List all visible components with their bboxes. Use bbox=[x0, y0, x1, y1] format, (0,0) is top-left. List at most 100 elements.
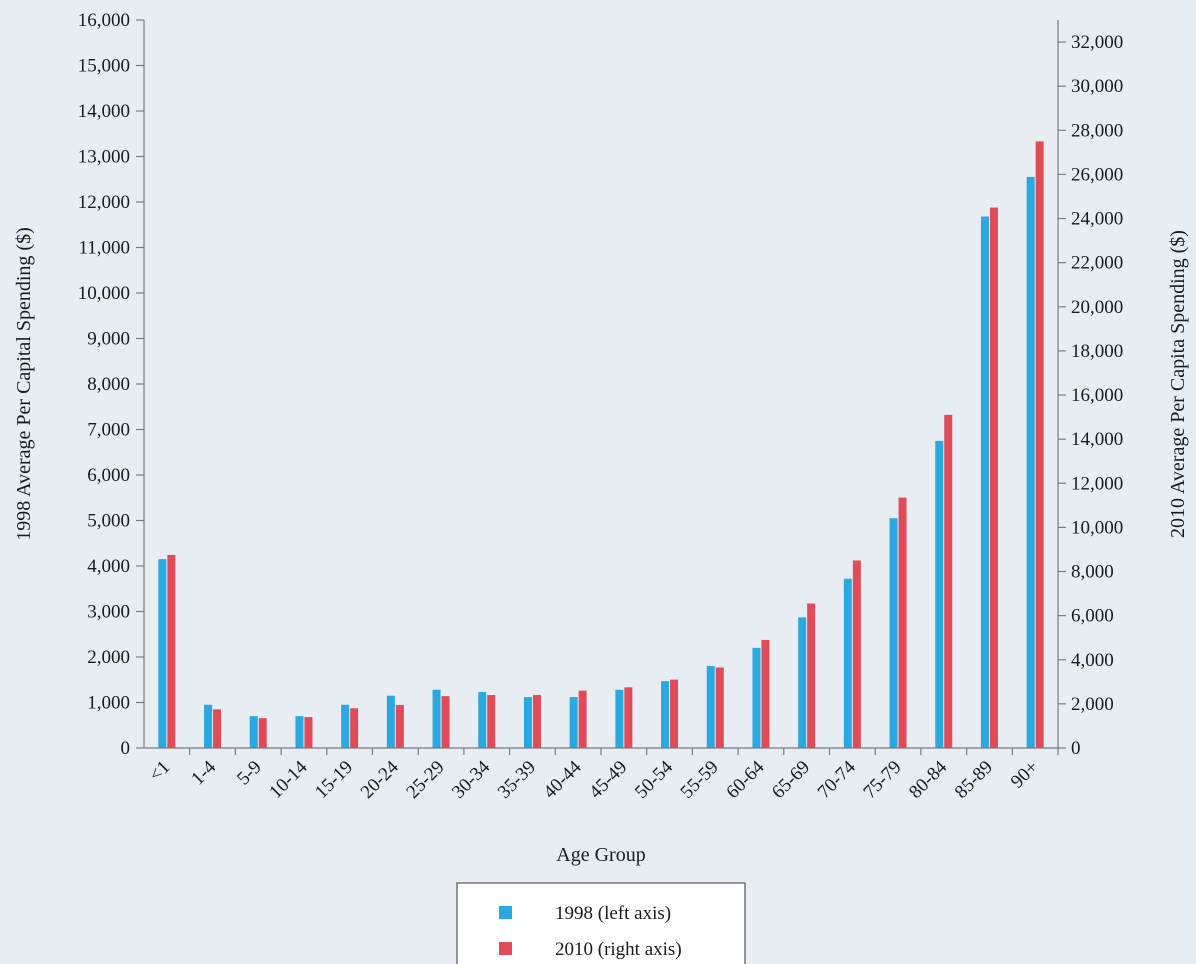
bar-2010 bbox=[852, 560, 861, 748]
bar-1998 bbox=[706, 666, 715, 748]
left-tick-label: 5,000 bbox=[87, 511, 130, 532]
y-axis-left-title: 1998 Average Per Capital Spending ($) bbox=[13, 227, 35, 540]
x-tick-label: 65-69 bbox=[768, 757, 814, 803]
bar-1998 bbox=[752, 647, 761, 748]
x-tick-label: 35-39 bbox=[494, 757, 540, 803]
axes-group bbox=[143, 20, 1059, 749]
bar-1998 bbox=[204, 704, 213, 748]
left-tick-label: 6,000 bbox=[87, 465, 130, 486]
right-tick-label: 6,000 bbox=[1071, 606, 1114, 627]
x-tick-label: 40-44 bbox=[539, 756, 586, 803]
left-tick-label: 15,000 bbox=[78, 56, 130, 77]
bar-2010 bbox=[715, 667, 724, 748]
left-tick-label: 12,000 bbox=[78, 192, 130, 213]
bar-1998 bbox=[249, 716, 258, 748]
x-tick-label: 70-74 bbox=[814, 756, 861, 803]
bar-2010 bbox=[395, 704, 404, 748]
bar-1998 bbox=[432, 689, 441, 748]
x-tick-label: 55-59 bbox=[677, 757, 723, 803]
bar-2010 bbox=[898, 497, 907, 748]
bar-1998 bbox=[889, 518, 898, 748]
bar-1998 bbox=[798, 617, 807, 748]
x-tick-label: 5-9 bbox=[233, 757, 266, 790]
right-tick-label: 10,000 bbox=[1071, 517, 1123, 538]
x-ticks-group: <1 1-4 5-9 10-14 15-19 20-24 25-29 30-34 35-39 40… bbox=[145, 748, 1059, 803]
bar-1998 bbox=[523, 697, 532, 748]
left-tick-label: 4,000 bbox=[87, 556, 130, 577]
bar-2010 bbox=[441, 696, 450, 748]
left-tick-label: 10,000 bbox=[78, 283, 130, 304]
right-tick-label: 32,000 bbox=[1071, 32, 1123, 53]
left-tick-label: 11,000 bbox=[78, 238, 130, 259]
right-tick-label: 12,000 bbox=[1071, 473, 1123, 494]
bar-1998 bbox=[980, 216, 989, 748]
legend-swatch-1998 bbox=[499, 906, 512, 919]
left-tick-label: 2,000 bbox=[87, 647, 130, 668]
right-tick-label: 30,000 bbox=[1071, 76, 1123, 97]
left-tick-label: 0 bbox=[121, 738, 131, 759]
right-tick-label: 0 bbox=[1071, 738, 1081, 759]
bar-1998 bbox=[386, 695, 395, 748]
right-tick-label: 26,000 bbox=[1071, 164, 1123, 185]
left-tick-label: 3,000 bbox=[87, 602, 130, 623]
x-tick-label: 75-79 bbox=[859, 757, 905, 803]
x-tick-label: 85-89 bbox=[951, 757, 997, 803]
left-ticks-group: 0 1,000 2,000 3,000 4,000 5,000 6,000 7,000 8,00… bbox=[78, 10, 144, 759]
x-tick-label: 20-24 bbox=[357, 756, 404, 803]
legend-label-2010: 2010 (right axis) bbox=[555, 939, 682, 960]
legend-swatch-2010 bbox=[499, 942, 512, 955]
bar-1998 bbox=[1026, 176, 1035, 749]
bar-2010 bbox=[670, 679, 679, 748]
bar-2010 bbox=[624, 687, 633, 748]
bar-2010 bbox=[989, 207, 998, 749]
bar-2010 bbox=[487, 695, 496, 748]
bar-2010 bbox=[761, 639, 770, 748]
right-tick-label: 18,000 bbox=[1071, 341, 1123, 362]
x-tick-label: 25-29 bbox=[402, 757, 448, 803]
left-tick-label: 8,000 bbox=[87, 374, 130, 395]
legend-box bbox=[456, 882, 746, 964]
right-tick-label: 4,000 bbox=[1071, 650, 1114, 671]
bar-2010 bbox=[807, 603, 816, 748]
legend-label-1998: 1998 (left axis) bbox=[555, 903, 671, 924]
bar-1998 bbox=[478, 692, 487, 748]
x-tick-label: 90+ bbox=[1007, 757, 1043, 793]
bar-2010 bbox=[944, 414, 953, 748]
right-tick-label: 16,000 bbox=[1071, 385, 1123, 406]
left-tick-label: 7,000 bbox=[87, 420, 130, 441]
bar-1998 bbox=[295, 716, 304, 748]
x-tick-label: 30-34 bbox=[448, 756, 495, 803]
x-tick-label: 10-14 bbox=[265, 756, 312, 803]
left-tick-label: 1,000 bbox=[87, 693, 130, 714]
legend: 1998 (left axis) 2010 (right axis) bbox=[456, 882, 746, 964]
right-tick-label: 8,000 bbox=[1071, 562, 1114, 583]
x-tick-label: 50-54 bbox=[631, 756, 678, 803]
bar-2010 bbox=[350, 708, 359, 748]
x-tick-label: 60-64 bbox=[722, 756, 769, 803]
right-tick-label: 28,000 bbox=[1071, 120, 1123, 141]
bar-2010 bbox=[167, 554, 176, 748]
right-tick-label: 14,000 bbox=[1071, 429, 1123, 450]
bar-1998 bbox=[569, 697, 578, 748]
right-tick-label: 2,000 bbox=[1071, 694, 1114, 715]
bars-group bbox=[158, 141, 1044, 749]
x-tick-label: 45-49 bbox=[585, 757, 631, 803]
x-tick-label: 1-4 bbox=[187, 756, 220, 789]
bar-2010 bbox=[304, 717, 313, 748]
x-axis-title: Age Group bbox=[556, 844, 645, 866]
right-ticks-group: 0 2,000 4,000 6,000 8,000 10,000 12,000 14,000 1… bbox=[1058, 32, 1123, 759]
bar-1998 bbox=[615, 689, 624, 748]
bar-2010 bbox=[213, 709, 222, 748]
left-tick-label: 16,000 bbox=[78, 10, 130, 31]
left-tick-label: 14,000 bbox=[78, 101, 130, 122]
x-tick-label: 80-84 bbox=[905, 756, 952, 803]
bar-2010 bbox=[1035, 141, 1044, 749]
left-tick-label: 9,000 bbox=[87, 329, 130, 350]
left-tick-label: 13,000 bbox=[78, 147, 130, 168]
y-axis-right-title: 2010 Average Per Capita Spending ($) bbox=[1167, 230, 1189, 538]
right-tick-label: 24,000 bbox=[1071, 209, 1123, 230]
bar-1998 bbox=[935, 440, 944, 748]
bar-1998 bbox=[843, 578, 852, 748]
